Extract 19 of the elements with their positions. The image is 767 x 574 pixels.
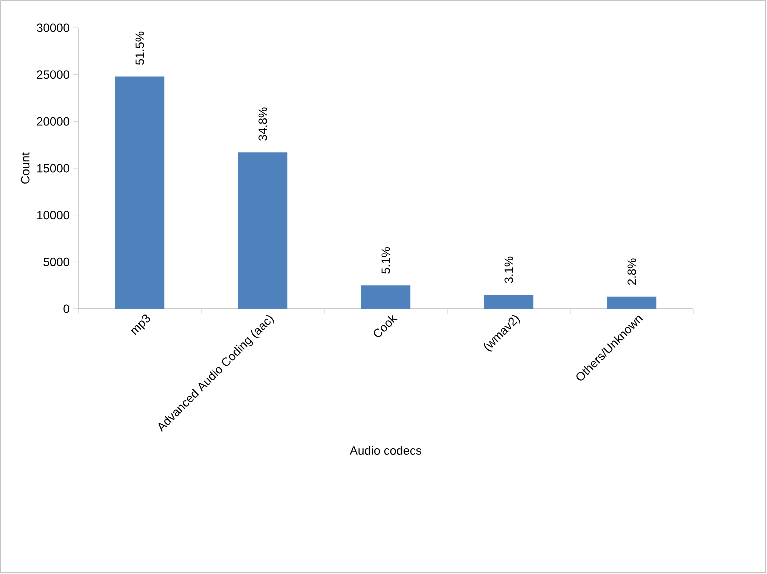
annotation: 2.8% (628, 258, 636, 286)
x-axis-title: Audio codecs (350, 446, 422, 456)
bar (361, 286, 411, 309)
y-tick-label: 15000 (38, 164, 70, 173)
bar (238, 152, 288, 309)
y-tick-label: 5000 (44, 258, 70, 266)
bar (607, 296, 657, 309)
y-tick-label: 10000 (38, 211, 70, 220)
annotation: 3.1% (504, 256, 514, 284)
y-tick-label: 25000 (37, 70, 70, 80)
y-tick-label: 20000 (37, 117, 70, 126)
y-tick-label: 30000 (37, 24, 70, 32)
annotation: 34.8% (258, 108, 268, 141)
bar (484, 294, 534, 309)
annotation: 51.5% (136, 32, 144, 66)
y-tick-label: 0 (64, 304, 70, 314)
y-axis-title: Count (21, 152, 30, 184)
bar (115, 76, 165, 309)
annotation: 5.1% (382, 247, 390, 274)
